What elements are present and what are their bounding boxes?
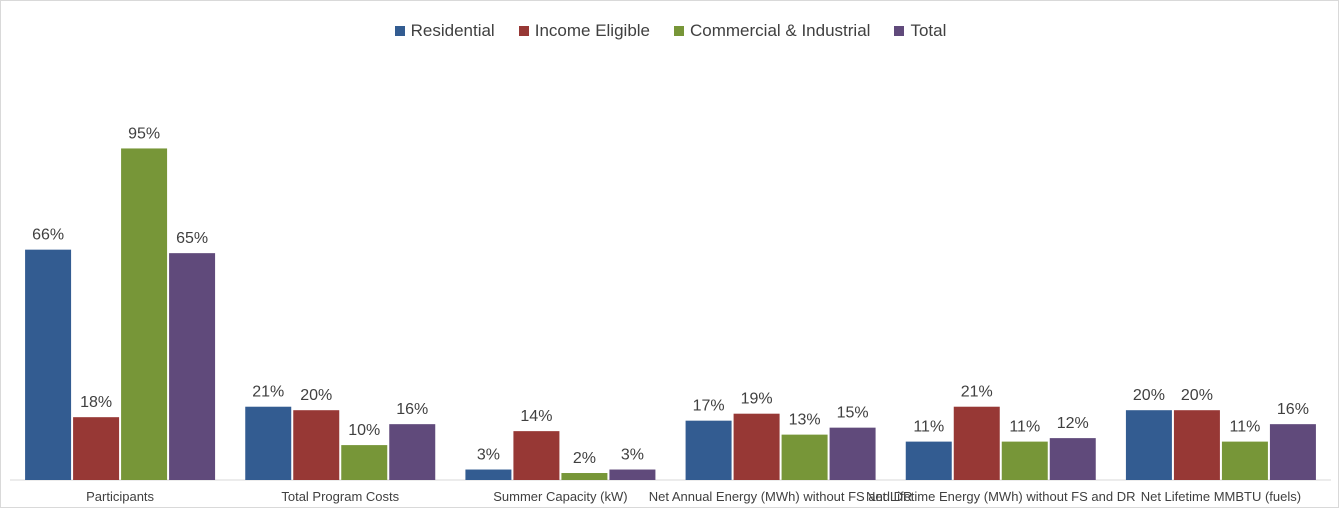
data-label: 3%: [621, 447, 644, 464]
data-label: 14%: [520, 408, 552, 425]
bar: [609, 469, 656, 480]
data-label: 16%: [1277, 401, 1309, 418]
data-label: 11%: [1229, 419, 1260, 436]
data-label: 16%: [396, 401, 428, 418]
legend-label: Total: [910, 21, 947, 40]
bar: [389, 424, 436, 480]
legend-label: Income Eligible: [534, 21, 650, 40]
data-labels-group: 66% 18% 95% 65% 21% 20% 10% 16% 3% 14% 2% 3% 17% 19% 1…: [32, 125, 1309, 467]
legend-label: Commercial & Industrial: [690, 21, 871, 40]
data-label: 13%: [789, 412, 821, 429]
bar: [169, 253, 216, 480]
bar: [293, 410, 340, 480]
bar: [733, 413, 780, 480]
legend-item: Commercial & Industrial: [674, 21, 870, 41]
data-label: 19%: [741, 391, 773, 408]
bar: [121, 148, 168, 480]
bar: [245, 406, 292, 480]
data-label: 21%: [961, 384, 993, 401]
category-label: Summer Capacity (kW): [493, 489, 627, 504]
bar: [829, 427, 876, 480]
data-label: 20%: [1133, 387, 1165, 404]
bar: [1049, 438, 1096, 480]
category-label: Net Lifetime Energy (MWh) without FS and…: [866, 489, 1135, 504]
bars-group: [25, 148, 1316, 480]
data-label: 21%: [252, 384, 284, 401]
bar: [953, 406, 1000, 480]
legend-item: Total: [894, 21, 946, 41]
bar: [1125, 410, 1172, 480]
legend-swatch: [674, 26, 684, 36]
data-label: 20%: [1181, 387, 1213, 404]
category-label: Participants: [86, 489, 154, 504]
data-label: 11%: [913, 419, 944, 436]
legend-swatch: [518, 26, 529, 36]
legend-swatch: [894, 26, 905, 36]
bar: [905, 441, 952, 480]
bar: [25, 249, 72, 480]
bar: [1001, 441, 1048, 480]
bar: [1269, 424, 1316, 480]
bar: [781, 434, 828, 480]
bar: [513, 431, 560, 480]
bar: [73, 417, 120, 480]
data-label: 66%: [32, 227, 64, 244]
category-labels-group: Participants Total Program Costs Summer Ca…: [86, 489, 1301, 504]
data-label: 12%: [1057, 415, 1089, 432]
legend-label: Residential: [410, 21, 495, 40]
legend-item: Residential: [394, 21, 495, 41]
category-label: Net Lifetime MMBTU (fuels): [1141, 489, 1301, 504]
data-label: 20%: [300, 387, 332, 404]
data-label: 10%: [348, 422, 380, 439]
chart-legend: Residential Income Eligible Commercial & I…: [0, 21, 1341, 41]
data-label: 18%: [80, 394, 112, 411]
category-label: Net Annual Energy (MWh) without FS and D…: [649, 489, 913, 504]
legend-swatch: [394, 26, 405, 36]
bar: [561, 473, 608, 480]
bar: [465, 469, 512, 480]
bar: [1173, 410, 1220, 480]
data-label: 11%: [1009, 419, 1040, 436]
bar: [685, 420, 732, 480]
data-label: 95%: [128, 125, 160, 142]
data-label: 2%: [573, 450, 596, 467]
bar: [341, 445, 388, 480]
bar: [1221, 441, 1268, 480]
data-label: 17%: [693, 398, 725, 415]
data-label: 65%: [176, 230, 208, 247]
legend-item: Income Eligible: [518, 21, 650, 41]
data-label: 15%: [837, 405, 869, 422]
data-label: 3%: [477, 447, 500, 464]
category-label: Total Program Costs: [281, 489, 399, 504]
